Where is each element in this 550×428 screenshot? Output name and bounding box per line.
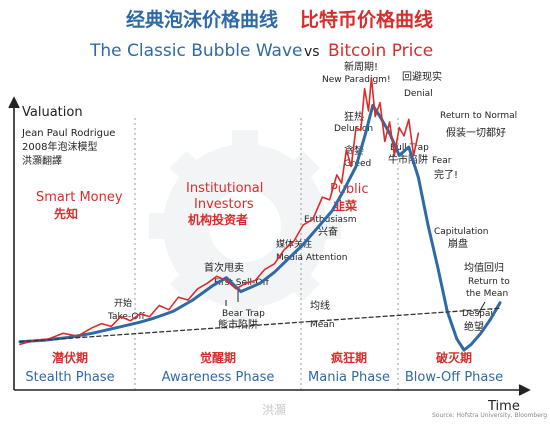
group-investors-en: Investors bbox=[194, 197, 254, 212]
annotation-arrows bbox=[225, 290, 486, 315]
phase-blowoff-cn: 破灭期 bbox=[436, 350, 472, 365]
annot-return-mean-en2: the Mean bbox=[466, 289, 508, 299]
y-axis-arrow bbox=[8, 96, 20, 109]
phase-blowoff-en: Blow-Off Phase bbox=[405, 370, 503, 385]
title-cn-right: 比特币价格曲线 bbox=[300, 8, 433, 31]
phase-dividers bbox=[134, 118, 399, 392]
watermark-text: 洪灝 bbox=[262, 402, 286, 417]
annot-despair-en: Despair bbox=[462, 309, 497, 319]
annot-new-paradigm-cn: 新周期! bbox=[344, 60, 378, 73]
annot-return-normal-en: Return to Normal bbox=[440, 111, 517, 121]
annot-delusion-cn: 狂热 bbox=[344, 110, 364, 123]
annot-denial-cn: 回避现实 bbox=[402, 70, 442, 83]
phase-mania-en: Mania Phase bbox=[308, 370, 390, 385]
mean-line bbox=[19, 307, 501, 343]
group-institutional-en: Institutional bbox=[186, 181, 263, 196]
y-axis-label: Valuation bbox=[22, 105, 83, 120]
annot-capitulation-en: Capitulation bbox=[434, 227, 489, 237]
annot-media-cn: 媒体关注 bbox=[276, 238, 312, 250]
bubble-curve-line bbox=[18, 103, 502, 352]
arrow-return-mean bbox=[477, 301, 486, 315]
group-public-en: Public bbox=[330, 182, 368, 197]
annot-enthusiasm-cn: 兴奋 bbox=[318, 225, 338, 238]
title-cn-left: 经典泡沫价格曲线 bbox=[126, 8, 278, 31]
translator-note: 洪灝翻譯 bbox=[22, 154, 62, 167]
chart-lines bbox=[18, 76, 502, 352]
annot-return-mean-cn: 均值回归 bbox=[464, 261, 504, 274]
x-axis-label: Time bbox=[487, 399, 520, 414]
phase-awareness-cn: 觉醒期 bbox=[200, 350, 236, 365]
title-en-vs: vs bbox=[304, 44, 320, 60]
annot-enthusiasm-en: Enthusiasm bbox=[304, 215, 357, 225]
group-institutional-cn: 机构投资者 bbox=[188, 212, 248, 227]
author-name: Jean Paul Rodrigue bbox=[21, 128, 115, 139]
phase-mania-cn: 疯狂期 bbox=[331, 350, 367, 365]
annot-media-en: Media Attention bbox=[276, 253, 347, 263]
annot-mean-cn: 均线 bbox=[310, 299, 330, 312]
annot-take-off-en: Take-Off bbox=[107, 312, 146, 322]
annot-return-normal-cn: 假装一切都好 bbox=[446, 126, 506, 139]
annot-mean-en: Mean bbox=[310, 320, 335, 330]
source-note: Source: Hofstra University, Bloomberg bbox=[432, 412, 547, 419]
annot-take-off-cn: 开始 bbox=[114, 297, 132, 309]
annot-denial-en: Denial bbox=[404, 89, 433, 99]
model-note: 2008年泡沫模型 bbox=[22, 140, 97, 153]
annot-bear-trap-cn: 熊市陷阱 bbox=[218, 318, 258, 331]
phase-awareness-en: Awareness Phase bbox=[162, 370, 275, 385]
annot-delusion-en: Delusion bbox=[334, 124, 373, 134]
gear-watermark bbox=[149, 130, 341, 322]
annot-bear-trap-en: Bear Trap bbox=[222, 309, 265, 319]
annot-capitulation-cn: 崩盘 bbox=[448, 237, 468, 250]
annot-return-mean-en1: Return to bbox=[468, 277, 510, 287]
group-smart-money-cn: 先知 bbox=[54, 206, 78, 221]
phase-stealth-en: Stealth Phase bbox=[25, 370, 114, 385]
annot-despair-cn: 绝望 bbox=[464, 320, 484, 333]
title-en-right: Bitcoin Price bbox=[328, 41, 433, 61]
annot-new-paradigm-en: New Paradigm! bbox=[322, 75, 391, 85]
title-en-left: The Classic Bubble Wave bbox=[89, 41, 302, 61]
annot-fear-cn: 完了! bbox=[434, 168, 458, 181]
annot-first-selloff-cn: 首次甩卖 bbox=[204, 261, 244, 274]
x-axis-arrow bbox=[518, 384, 531, 396]
bitcoin-price-line bbox=[19, 76, 420, 346]
annot-first-selloff-en: First Sell-Off bbox=[214, 278, 270, 288]
axes bbox=[8, 96, 531, 396]
group-smart-money-en: Smart Money bbox=[36, 190, 123, 205]
phase-stealth-cn: 潜伏期 bbox=[52, 350, 88, 365]
annot-fear-en: Fear bbox=[432, 156, 452, 166]
